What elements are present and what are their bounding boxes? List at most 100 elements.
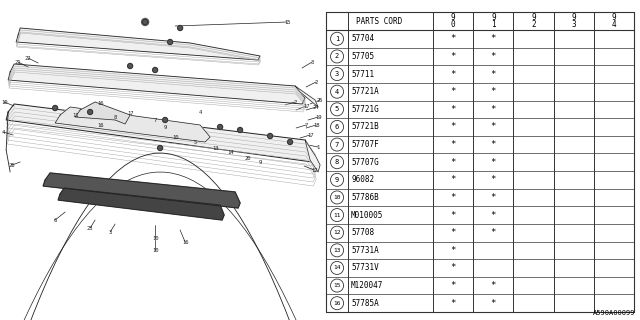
Circle shape xyxy=(88,109,93,115)
Text: 9: 9 xyxy=(612,13,616,22)
Text: *: * xyxy=(451,246,456,255)
Circle shape xyxy=(143,20,148,25)
Text: 11: 11 xyxy=(333,212,341,218)
Circle shape xyxy=(287,140,292,145)
Text: 24: 24 xyxy=(313,105,319,109)
Text: 8: 8 xyxy=(335,159,339,165)
Text: 2: 2 xyxy=(531,20,536,29)
Text: *: * xyxy=(451,34,456,43)
Text: A590A00099: A590A00099 xyxy=(593,310,635,316)
Circle shape xyxy=(237,127,243,132)
Text: *: * xyxy=(491,123,496,132)
Text: 12: 12 xyxy=(333,230,341,235)
Text: 9: 9 xyxy=(259,159,262,164)
Text: 15: 15 xyxy=(333,283,341,288)
Text: 57707G: 57707G xyxy=(351,158,379,167)
Text: *: * xyxy=(491,299,496,308)
Text: 2: 2 xyxy=(314,79,317,84)
Text: *: * xyxy=(451,175,456,184)
Text: 17: 17 xyxy=(127,110,133,116)
Polygon shape xyxy=(8,64,305,104)
Text: 9: 9 xyxy=(163,124,167,130)
Text: 9: 9 xyxy=(531,13,536,22)
Circle shape xyxy=(268,133,273,139)
Text: 57707F: 57707F xyxy=(351,140,379,149)
Text: 96082: 96082 xyxy=(351,175,374,184)
Text: 0: 0 xyxy=(451,20,456,29)
Text: 16: 16 xyxy=(182,239,188,244)
Text: 10: 10 xyxy=(1,100,8,105)
Text: 57731A: 57731A xyxy=(351,246,379,255)
Text: 9: 9 xyxy=(491,13,495,22)
Text: 4: 4 xyxy=(198,109,202,115)
Text: 10: 10 xyxy=(333,195,341,200)
Circle shape xyxy=(127,63,132,68)
Text: 5: 5 xyxy=(193,140,196,145)
Text: *: * xyxy=(451,52,456,61)
Text: 57731V: 57731V xyxy=(351,263,379,272)
Text: *: * xyxy=(491,140,496,149)
Text: 3: 3 xyxy=(109,229,112,235)
Text: 16: 16 xyxy=(333,301,341,306)
Polygon shape xyxy=(55,107,210,142)
Text: 57705: 57705 xyxy=(351,52,374,61)
Text: 6: 6 xyxy=(54,218,57,222)
Circle shape xyxy=(141,19,148,26)
Text: 57786B: 57786B xyxy=(351,193,379,202)
Polygon shape xyxy=(16,28,260,60)
Text: 3: 3 xyxy=(335,71,339,77)
Text: 10: 10 xyxy=(172,134,179,140)
Text: 17: 17 xyxy=(307,132,314,138)
Text: 20: 20 xyxy=(245,156,252,161)
Text: 3: 3 xyxy=(572,20,576,29)
Circle shape xyxy=(157,146,163,150)
Text: *: * xyxy=(491,52,496,61)
Text: *: * xyxy=(491,211,496,220)
Text: 4: 4 xyxy=(335,89,339,95)
Text: *: * xyxy=(491,69,496,79)
Text: 1: 1 xyxy=(335,36,339,42)
Text: *: * xyxy=(451,299,456,308)
Polygon shape xyxy=(295,86,318,107)
Text: *: * xyxy=(451,140,456,149)
Text: M010005: M010005 xyxy=(351,211,383,220)
Text: 13: 13 xyxy=(333,248,341,253)
Text: 15: 15 xyxy=(284,20,291,25)
Text: 19: 19 xyxy=(315,115,321,119)
Text: M120047: M120047 xyxy=(351,281,383,290)
Text: *: * xyxy=(491,193,496,202)
Text: 57721A: 57721A xyxy=(351,87,379,96)
Text: 7: 7 xyxy=(305,123,308,127)
Text: *: * xyxy=(451,281,456,290)
Text: *: * xyxy=(451,105,456,114)
Text: 12: 12 xyxy=(311,167,317,172)
Text: 9: 9 xyxy=(335,177,339,183)
Text: 7: 7 xyxy=(154,117,157,123)
Text: 23: 23 xyxy=(87,226,93,230)
Circle shape xyxy=(152,68,157,73)
Text: 8: 8 xyxy=(113,115,116,119)
Text: 9: 9 xyxy=(451,13,456,22)
Text: 57704: 57704 xyxy=(351,34,374,43)
Text: *: * xyxy=(491,87,496,96)
Text: 4: 4 xyxy=(1,130,4,134)
Text: 17: 17 xyxy=(303,103,309,108)
Text: *: * xyxy=(451,123,456,132)
Text: *: * xyxy=(491,158,496,167)
Circle shape xyxy=(168,39,173,44)
Circle shape xyxy=(218,124,223,130)
Text: 25: 25 xyxy=(317,98,323,102)
Circle shape xyxy=(52,106,58,110)
Text: 10: 10 xyxy=(152,247,158,252)
Text: 1: 1 xyxy=(491,20,495,29)
Polygon shape xyxy=(6,104,315,162)
Text: 1: 1 xyxy=(316,145,320,149)
Circle shape xyxy=(178,26,182,30)
Text: *: * xyxy=(451,193,456,202)
Text: 7: 7 xyxy=(335,141,339,148)
Text: 57711: 57711 xyxy=(351,69,374,79)
Text: 3: 3 xyxy=(310,60,314,65)
Text: *: * xyxy=(451,158,456,167)
Text: 2: 2 xyxy=(294,100,297,105)
Polygon shape xyxy=(58,188,224,220)
